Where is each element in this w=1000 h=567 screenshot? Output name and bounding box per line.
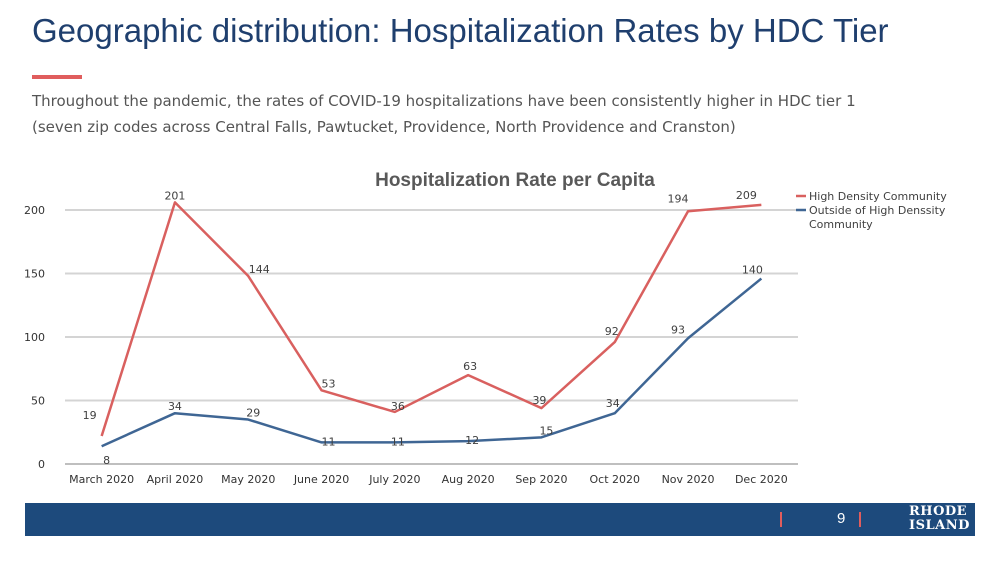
data-label-outside: 11 — [322, 435, 336, 448]
legend-label-outside: Community — [809, 218, 873, 231]
data-label-high-density: 53 — [322, 377, 336, 390]
title-accent-bar — [32, 75, 82, 79]
grid-layer: 0 50 100 150 200 March 2020 April 2020 May 2020… — [24, 204, 798, 486]
data-label-high-density: 201 — [164, 189, 185, 202]
legend-label-outside: Outside of High Denssity — [809, 204, 946, 217]
data-label-outside: 8 — [103, 454, 110, 467]
legend-label-high-density: High Density Community — [809, 190, 947, 203]
data-label-outside: 11 — [391, 435, 405, 448]
data-label-high-density: 36 — [391, 400, 405, 413]
x-tick-label: Dec 2020 — [735, 473, 788, 486]
x-tick-label: Aug 2020 — [442, 473, 495, 486]
data-label-high-density: 63 — [463, 360, 477, 373]
logo-line-1: RHODE — [909, 504, 968, 519]
logo-line-2: ISLAND — [909, 518, 970, 533]
footer-bar: 9 RHODE ISLAND — [25, 503, 975, 536]
data-label-high-density: 209 — [736, 189, 757, 202]
data-label-high-density: 194 — [668, 192, 689, 205]
data-label-outside: 93 — [671, 323, 685, 336]
y-tick-label: 150 — [24, 268, 45, 281]
data-label-outside: 34 — [606, 397, 620, 410]
data-label-high-density: 92 — [605, 325, 619, 338]
data-label-high-density: 19 — [83, 409, 97, 422]
slide-title: Geographic distribution: Hospitalization… — [32, 12, 889, 49]
data-label-outside: 140 — [742, 264, 763, 277]
y-tick-label: 100 — [24, 331, 45, 344]
x-tick-label: June 2020 — [293, 473, 349, 486]
label-layer: 19 201 144 53 36 63 39 92 194 209 8 34 29 11 11 12 15 34 9… — [83, 189, 763, 467]
x-tick-label: Nov 2020 — [662, 473, 715, 486]
page-number: 9 — [837, 510, 846, 527]
y-tick-label: 200 — [24, 204, 45, 217]
data-label-outside: 15 — [539, 424, 553, 437]
series-line-outside — [101, 277, 763, 448]
slide-subtitle: Throughout the pandemic, the rates of CO… — [32, 88, 982, 140]
y-tick-label: 0 — [38, 458, 45, 471]
data-label-outside: 34 — [168, 400, 182, 413]
footer-separator-left — [780, 512, 782, 527]
y-tick-label: 50 — [31, 395, 45, 408]
data-label-high-density: 144 — [249, 263, 270, 276]
footer-separator-right — [859, 512, 861, 527]
x-tick-label: Oct 2020 — [589, 473, 640, 486]
rhode-island-logo: RHODE ISLAND — [909, 505, 970, 533]
x-tick-label: Sep 2020 — [515, 473, 567, 486]
series-layer — [100, 201, 763, 448]
subtitle-line-2: (seven zip codes across Central Falls, P… — [32, 118, 736, 136]
x-tick-label: March 2020 — [69, 473, 134, 486]
x-tick-label: July 2020 — [368, 473, 420, 486]
subtitle-line-1: Throughout the pandemic, the rates of CO… — [32, 92, 856, 110]
chart-title: Hospitalization Rate per Capita — [375, 170, 655, 191]
data-label-outside: 12 — [465, 434, 479, 447]
x-tick-label: May 2020 — [221, 473, 275, 486]
data-label-high-density: 39 — [532, 394, 546, 407]
series-line-high-density — [100, 201, 762, 437]
x-tick-label: April 2020 — [147, 473, 204, 486]
data-label-outside: 29 — [246, 407, 260, 420]
